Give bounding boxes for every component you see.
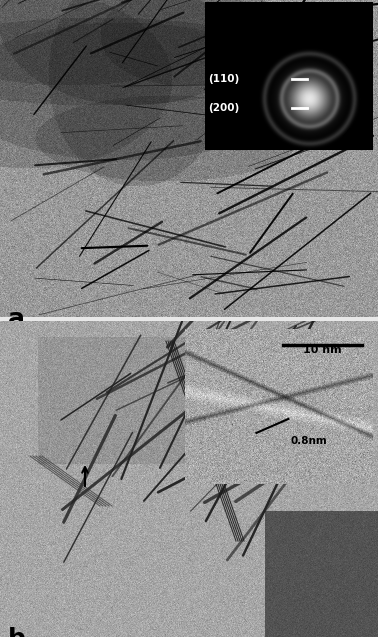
Text: b: b xyxy=(8,627,26,637)
Text: (200): (200) xyxy=(208,103,240,113)
Text: a: a xyxy=(8,307,25,331)
Text: 50 nm: 50 nm xyxy=(288,17,332,30)
Text: (110): (110) xyxy=(208,74,240,84)
Text: 10 nm: 10 nm xyxy=(303,345,342,355)
Text: 20 nm: 20 nm xyxy=(298,331,342,344)
Text: 0.8nm: 0.8nm xyxy=(290,436,327,446)
